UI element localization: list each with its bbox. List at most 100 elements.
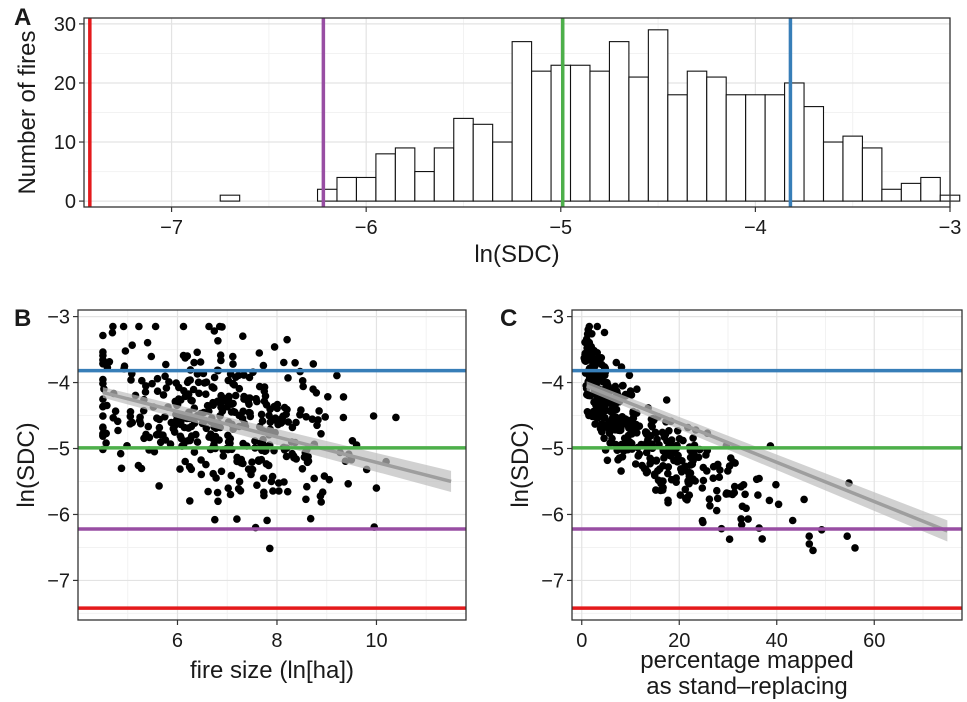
scatter-point [679, 436, 687, 445]
x-tick-label: 40 [766, 630, 788, 652]
scatter-point [268, 472, 277, 481]
scatter-point [136, 419, 145, 428]
scatter-point [635, 422, 644, 431]
scatter-point [213, 488, 222, 497]
scatter-point [155, 423, 164, 432]
scatter-point [279, 412, 287, 421]
scatter-point [809, 546, 817, 555]
histogram-bar [394, 147, 416, 202]
scatter-point [601, 371, 609, 380]
scatter-point [582, 335, 591, 343]
scatter-point [239, 332, 247, 341]
scatter-point [291, 359, 299, 367]
scatter-point [99, 348, 107, 356]
scatter-point [703, 467, 711, 475]
histogram-bar [453, 117, 474, 202]
histogram-bar [492, 141, 513, 202]
scatter-point [126, 420, 134, 428]
histogram-bar [316, 188, 338, 202]
scatter-point [165, 378, 173, 386]
panel-b-scatter-fire-size: B 6 8 10 −7 −6 −5 −4 −3 fire size (ln[ha]) ln(SDC… [13, 305, 467, 684]
scatter-point [186, 376, 194, 384]
scatter-point [392, 413, 400, 422]
scatter-point [202, 460, 210, 469]
histogram-bar [667, 94, 688, 202]
scatter-point [153, 374, 162, 383]
panel-a-histogram: A −7 −6 −5 −4 −3 0 10 20 30 ln(SDC) Number of fire… [14, 4, 961, 268]
trend-line [102, 390, 452, 484]
histogram-bar [589, 70, 610, 202]
scatter-point [210, 327, 219, 335]
y-tick-label: −4 [47, 373, 70, 395]
scatter-point [231, 391, 240, 400]
y-axis-title: Number of fires [14, 30, 41, 194]
scatter-point [591, 377, 600, 385]
scatter-point [259, 361, 268, 370]
scatter-point [253, 397, 261, 406]
scatter-point [646, 454, 654, 463]
histogram-bar [375, 153, 396, 202]
scatter-point [205, 322, 213, 331]
scatter-point [605, 423, 614, 432]
panel-b-letter: B [14, 305, 31, 332]
scatter-point [280, 358, 288, 367]
scatter-point [625, 371, 634, 380]
scatter-point [662, 396, 671, 404]
x-tick-label: −6 [355, 217, 378, 239]
y-tick-label: −6 [47, 504, 70, 526]
scatter-point [108, 328, 117, 337]
scatter-point [725, 535, 734, 543]
scatter-point [621, 439, 629, 447]
scatter-point [260, 387, 269, 396]
scatter-point [699, 476, 708, 485]
scatter-point [193, 438, 202, 446]
scatter-point [148, 379, 156, 388]
scatter-point [689, 434, 697, 442]
histogram-bar [511, 41, 533, 202]
scatter-point [713, 494, 722, 503]
x-tick-label: −5 [549, 217, 572, 239]
scatter-point [219, 452, 228, 460]
scatter-point [608, 409, 616, 417]
scatter-point [309, 360, 318, 368]
scatter-point [260, 491, 268, 500]
scatter-point [177, 396, 185, 404]
scatter-point [284, 374, 292, 382]
scatter-point [235, 477, 244, 486]
scatter-point [113, 417, 122, 426]
scatter-point [642, 465, 650, 474]
scatter-point [678, 457, 686, 465]
x-axis-title-line-1: percentage mapped [640, 647, 854, 674]
y-tick-label: −6 [541, 504, 564, 526]
scatter-point [120, 362, 129, 371]
scatter-point [248, 458, 256, 467]
histogram-bar [803, 106, 825, 202]
scatter-point [229, 399, 237, 408]
scatter-point [212, 474, 220, 482]
y-tick-label: −3 [541, 307, 564, 329]
scatter-point [585, 411, 593, 420]
histogram-bar [686, 70, 708, 202]
scatter-point [210, 384, 218, 392]
scatter-point [180, 387, 188, 395]
scatter-point [194, 378, 203, 387]
x-axis-title: fire size (ln[ha]) [190, 657, 354, 684]
scatter-point [611, 382, 620, 391]
scatter-point [258, 417, 267, 425]
scatter-point [586, 391, 595, 400]
scatter-point [681, 485, 690, 494]
scatter-point [202, 390, 210, 399]
y-axis-title: ln(SDC) [13, 422, 40, 507]
scatter-point [316, 492, 325, 500]
scatter-point [211, 515, 219, 524]
scatter-point [186, 435, 195, 443]
scatter-point [190, 448, 199, 456]
scatter-point [603, 378, 611, 387]
histogram-bar [842, 135, 863, 202]
scatter-point [590, 346, 598, 355]
scatter-point [292, 455, 301, 463]
panel-a-letter: A [14, 4, 31, 31]
y-tick-label: 10 [54, 132, 76, 154]
x-tick-label: 0 [576, 630, 587, 652]
scatter-point [254, 457, 263, 466]
